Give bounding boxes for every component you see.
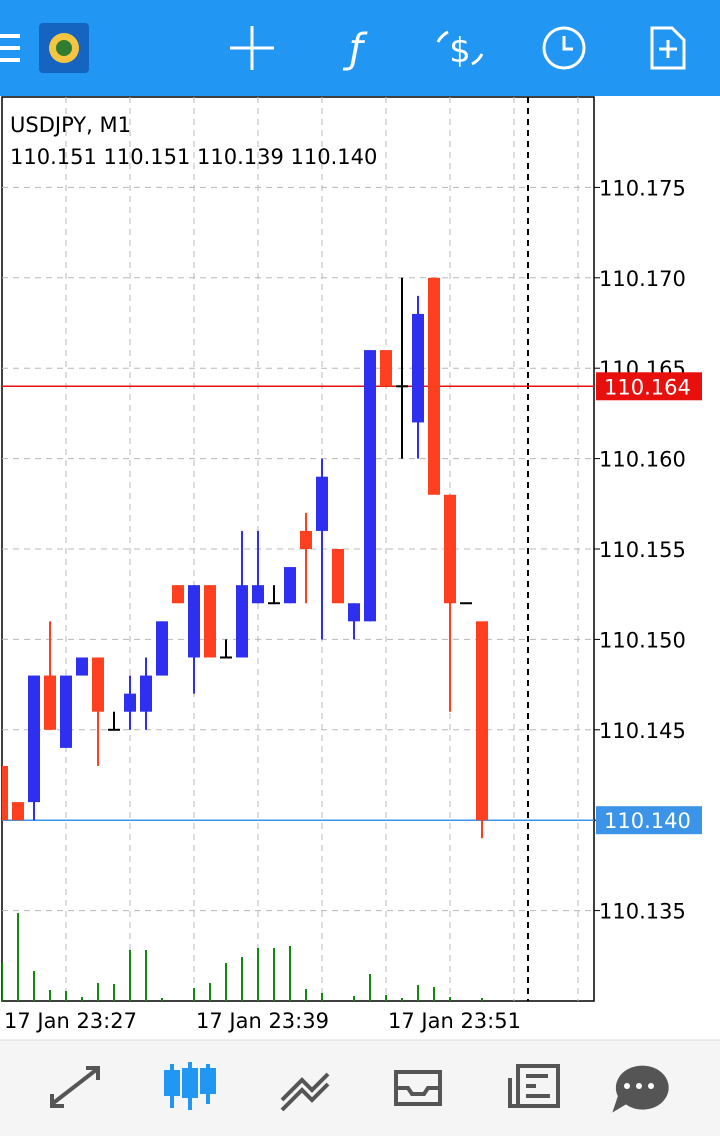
candle-body [140,675,152,712]
chat-tab[interactable] [612,1065,669,1113]
candle-body [124,693,136,712]
price-label-box [596,806,702,835]
candle-body [60,675,72,748]
candle-body [172,585,184,604]
candle-body [156,621,168,676]
candle-body [12,802,24,821]
plot-area [2,186,594,1001]
period-button[interactable] [542,26,586,70]
y-tick-label: 110.155 [599,538,686,562]
chart-tab[interactable] [164,1062,216,1110]
y-tick-label: 110.150 [599,628,686,652]
top-bar [0,0,720,96]
bottom-bar [0,1040,720,1136]
ohlc-text: 110.151 110.151 110.139 110.140 [10,145,377,169]
candle-body [316,476,328,531]
app-logo[interactable] [39,23,89,73]
candle-body [28,675,40,803]
quotes-tab[interactable] [50,1066,100,1108]
y-tick-label: 110.175 [599,176,686,200]
candle-body [284,567,296,604]
symbol-title: USDJPY, M1 [10,113,131,137]
trade-tab[interactable] [280,1072,330,1112]
candle-body [444,494,456,604]
objects-button[interactable] [650,26,686,70]
y-tick-label: 110.170 [599,267,686,291]
candle-body [188,585,200,658]
candle-body [300,530,312,549]
candle-body [44,675,56,730]
candle-body [204,585,216,658]
candle-body [236,585,248,658]
y-tick-label: 110.160 [599,448,686,472]
trade-button[interactable]: $ [436,30,484,71]
candle-body [380,350,392,387]
candle-body [92,657,104,712]
price-label-box [596,372,702,401]
price-label: 110.164 [604,375,691,399]
y-tick-label: 110.145 [599,719,686,743]
x-tick-label: 17 Jan 23:51 [388,1009,521,1033]
candle-body [348,603,360,622]
candle-body [252,585,264,604]
x-tick-label: 17 Jan 23:39 [196,1009,329,1033]
price-label: 110.140 [604,809,691,833]
candle-body [412,313,424,423]
price-axis: 110.135 110.140 110.145 110.150 110.155 110.1… [594,176,702,924]
y-tick-label: 110.135 [599,900,686,924]
candle-body [428,277,440,495]
menu-button[interactable] [0,34,20,62]
history-tab[interactable] [394,1070,442,1106]
x-tick-label: 17 Jan 23:27 [4,1009,137,1033]
candle-body [76,657,88,676]
crosshair-button[interactable] [230,26,274,70]
news-tab[interactable] [508,1064,560,1108]
candle-body [2,765,8,821]
candle-body [476,621,488,821]
candle-body [332,549,344,604]
candle-body [364,350,376,622]
svg-text:$: $ [449,31,471,71]
